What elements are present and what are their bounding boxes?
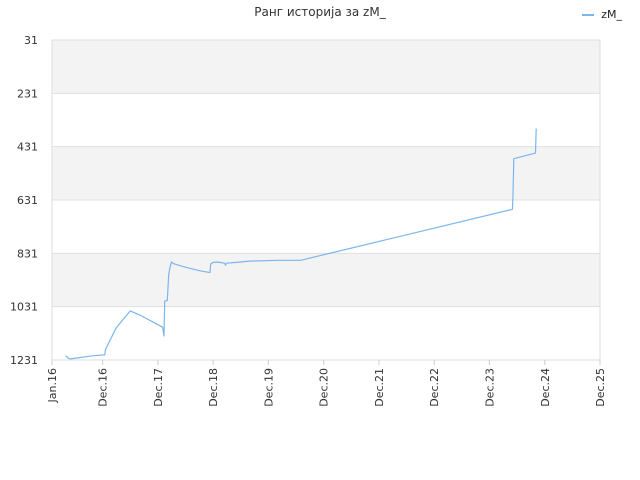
y-tick-label: 31	[24, 34, 38, 47]
x-tick-label: Dec.23	[483, 368, 496, 407]
y-tick-label: 631	[17, 194, 38, 207]
legend[interactable]: zM_	[582, 8, 622, 21]
series-line	[65, 128, 537, 360]
y-tick-label: 231	[17, 87, 38, 100]
x-tick-label: Dec.24	[539, 368, 552, 407]
y-tick-label: 831	[17, 247, 38, 260]
x-tick-label: Dec.22	[428, 368, 441, 407]
x-tick-label: Dec.17	[152, 368, 165, 407]
x-tick-label: Dec.16	[97, 368, 110, 407]
x-tick-label: Dec.25	[594, 368, 607, 407]
x-tick-label: Jan.16	[46, 368, 59, 403]
x-tick-label: Dec.18	[207, 368, 220, 407]
plot-band	[52, 253, 600, 307]
x-tick-label: Dec.19	[262, 368, 275, 407]
plot-frame	[51, 39, 601, 361]
plot-band	[52, 40, 600, 94]
plot-band	[52, 146, 600, 200]
x-tick-label: Dec.21	[373, 368, 386, 407]
y-tick-label: 1031	[10, 301, 38, 314]
chart-title: Ранг историја за zM_	[254, 5, 386, 19]
legend-label: zM_	[601, 8, 622, 21]
y-tick-label: 431	[17, 141, 38, 154]
y-tick-label: 1231	[10, 354, 38, 367]
legend-swatch	[582, 13, 595, 16]
x-tick-label: Dec.20	[318, 368, 331, 407]
